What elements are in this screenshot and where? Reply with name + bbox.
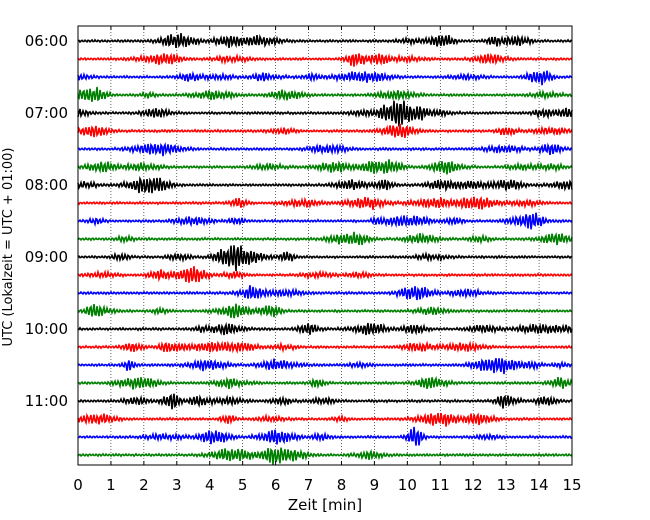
x-tick-label: 1 bbox=[106, 476, 116, 494]
x-tick-label: 0 bbox=[73, 476, 83, 494]
y-tick-label: 08:00 bbox=[25, 176, 68, 194]
x-tick-label: 9 bbox=[370, 476, 380, 494]
trace-line bbox=[77, 142, 573, 157]
x-tick-label: 3 bbox=[172, 476, 182, 494]
seismic-traces bbox=[77, 33, 573, 465]
x-axis-ticks: 0 1 2 3 4 5 6 7 8 9 10 11 12 13 14 15 bbox=[73, 26, 582, 494]
grid-lines bbox=[110, 26, 540, 465]
trace-line bbox=[77, 212, 573, 230]
trace-line bbox=[77, 52, 573, 67]
trace-line bbox=[77, 393, 573, 410]
x-tick-label: 6 bbox=[271, 476, 281, 494]
trace-line bbox=[77, 321, 573, 336]
x-tick-label: 4 bbox=[205, 476, 215, 494]
x-tick-label: 11 bbox=[431, 476, 450, 494]
trace-line bbox=[77, 245, 573, 272]
trace-line bbox=[77, 303, 573, 319]
trace-line bbox=[77, 357, 573, 375]
y-tick-label: 09:00 bbox=[25, 248, 68, 266]
x-tick-label: 10 bbox=[398, 476, 417, 494]
trace-line bbox=[77, 195, 573, 211]
y-tick-label: 06:00 bbox=[25, 32, 68, 50]
x-tick-label: 15 bbox=[562, 476, 581, 494]
trace-line bbox=[77, 375, 573, 390]
trace-line bbox=[77, 33, 573, 49]
y-axis-title: UTC (Lokalzeit = UTC + 01:00) bbox=[1, 148, 16, 347]
y-tick-label: 10:00 bbox=[25, 320, 68, 338]
x-tick-label: 2 bbox=[139, 476, 149, 494]
trace-line bbox=[77, 70, 573, 86]
trace-line bbox=[77, 426, 573, 446]
trace-line bbox=[77, 86, 573, 102]
x-tick-label: 8 bbox=[337, 476, 347, 494]
trace-line bbox=[77, 159, 573, 175]
x-axis-title: Zeit [min] bbox=[288, 496, 362, 514]
y-tick-label: 11:00 bbox=[25, 392, 68, 410]
trace-line bbox=[77, 175, 573, 194]
trace-line bbox=[77, 266, 573, 283]
trace-line bbox=[77, 100, 573, 127]
trace-line bbox=[77, 285, 573, 301]
x-tick-label: 12 bbox=[464, 476, 483, 494]
plot-frame bbox=[77, 25, 573, 466]
x-tick-label: 5 bbox=[238, 476, 248, 494]
trace-line bbox=[77, 231, 573, 246]
y-tick-label: 07:00 bbox=[25, 104, 68, 122]
trace-line bbox=[77, 447, 573, 465]
trace-line bbox=[77, 412, 573, 427]
x-tick-label: 14 bbox=[530, 476, 549, 494]
x-tick-label: 7 bbox=[304, 476, 314, 494]
trace-line bbox=[77, 123, 573, 138]
trace-line bbox=[77, 340, 573, 354]
x-tick-label: 13 bbox=[497, 476, 516, 494]
y-axis-ticks: 06:00 07:00 08:00 09:00 10:00 11:00 bbox=[25, 32, 572, 410]
